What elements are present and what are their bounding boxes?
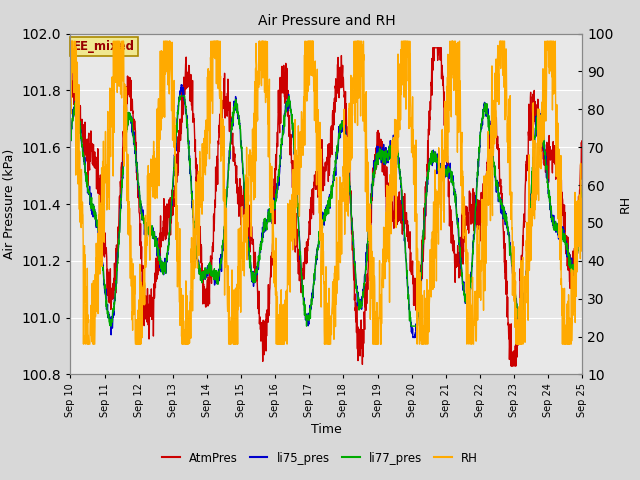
Title: Air Pressure and RH: Air Pressure and RH bbox=[257, 14, 396, 28]
Y-axis label: RH: RH bbox=[619, 195, 632, 213]
X-axis label: Time: Time bbox=[311, 423, 342, 436]
Text: EE_mixed: EE_mixed bbox=[73, 40, 135, 53]
Y-axis label: Air Pressure (kPa): Air Pressure (kPa) bbox=[3, 149, 16, 259]
Legend: AtmPres, li75_pres, li77_pres, RH: AtmPres, li75_pres, li77_pres, RH bbox=[157, 447, 483, 469]
